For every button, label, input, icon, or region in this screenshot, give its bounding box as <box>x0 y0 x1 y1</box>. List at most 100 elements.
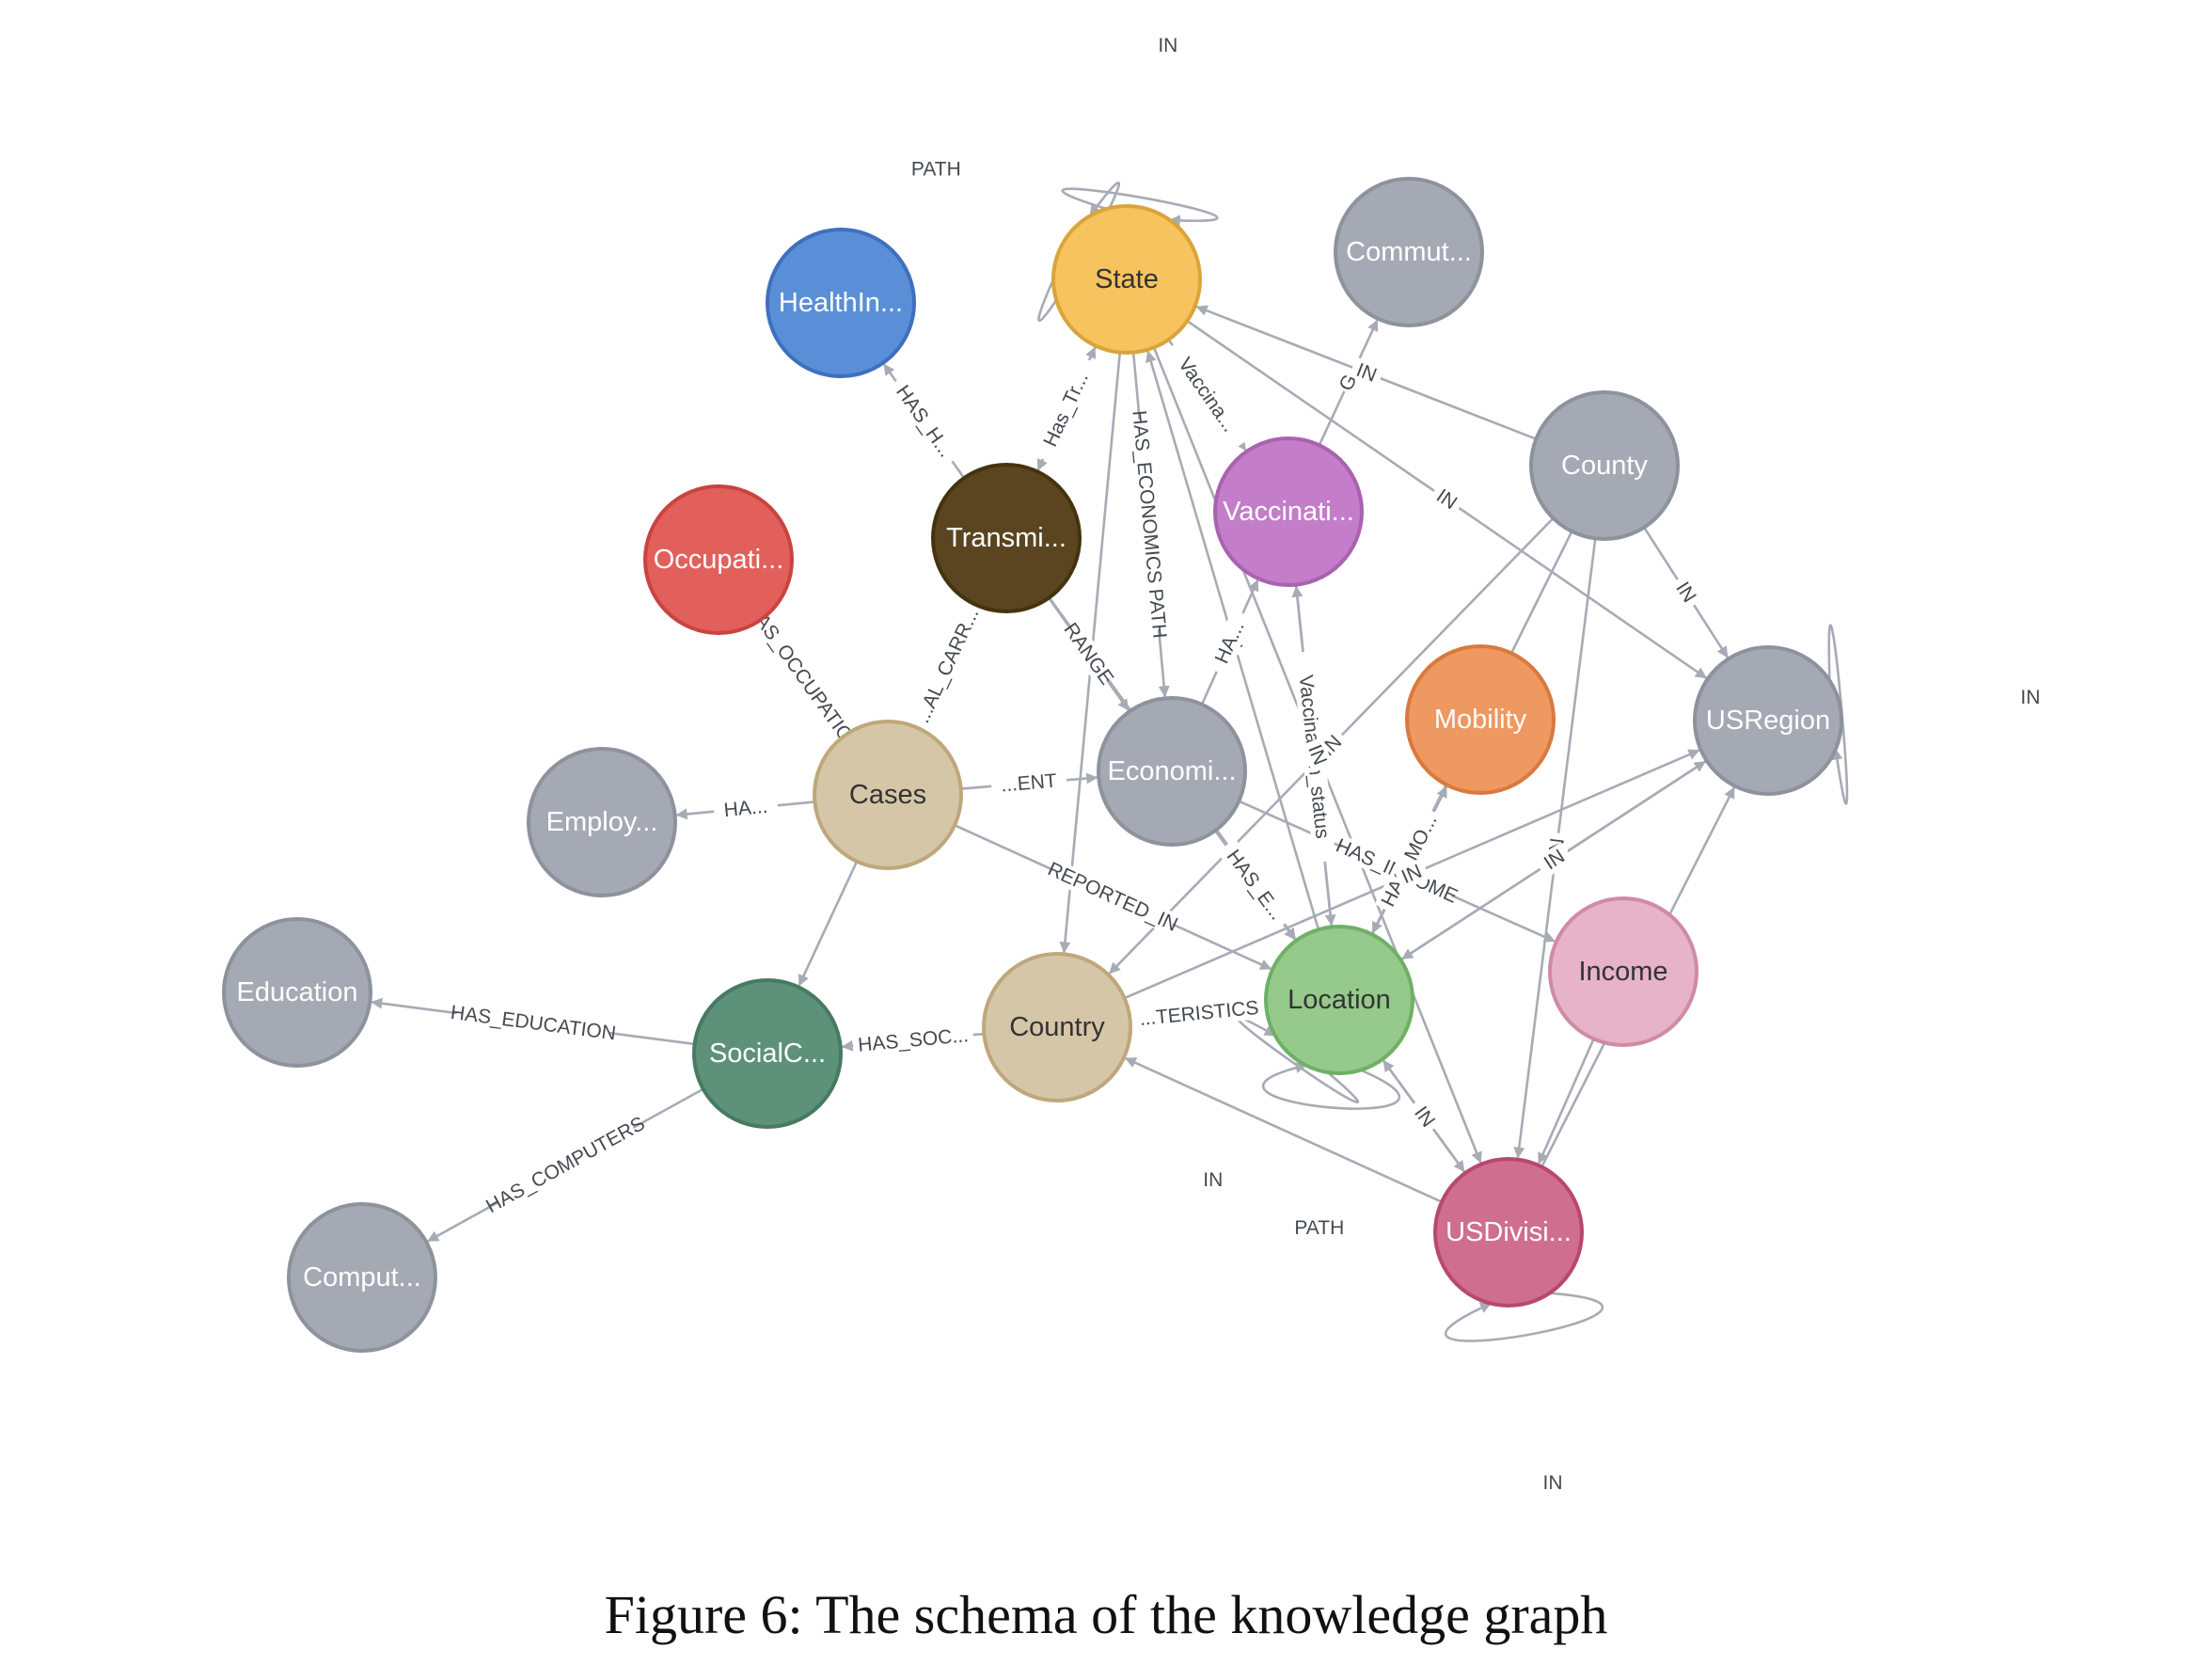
node-circle[interactable] <box>222 917 372 1068</box>
edge-self-loop-location <box>1261 1062 1401 1110</box>
node-label: Commut... <box>1346 237 1472 267</box>
node-circle[interactable] <box>813 720 963 870</box>
node-circle[interactable] <box>766 228 916 378</box>
edge-label-background <box>1033 355 1099 465</box>
edge-label-background <box>1301 737 1334 773</box>
node-circle[interactable] <box>982 952 1132 1102</box>
edge-label-background <box>1428 481 1466 517</box>
node-circle[interactable] <box>287 1202 437 1353</box>
node-income[interactable]: Income <box>1548 896 1698 1047</box>
edge-label-background <box>886 374 962 468</box>
node-occupati[interactable]: Occupati... <box>643 484 794 635</box>
edge-label-group: IN <box>1406 1098 1443 1136</box>
node-circle[interactable] <box>931 463 1082 613</box>
node-label: County <box>1561 451 1648 481</box>
edge-label-background <box>1406 1098 1443 1136</box>
node-state[interactable]: State <box>1051 204 1202 355</box>
node-country[interactable]: Country <box>982 952 1132 1102</box>
node-socialc[interactable]: SocialC... <box>692 978 843 1129</box>
edge-self-loop-state <box>1061 187 1219 227</box>
edge-label-background <box>852 1023 974 1057</box>
figure-caption: Figure 6: The schema of the knowledge gr… <box>604 1584 1608 1645</box>
edge-label-background <box>1535 842 1573 878</box>
node-circle[interactable] <box>1097 696 1247 847</box>
node-mobility[interactable]: Mobility <box>1405 644 1556 795</box>
node-label: Country <box>1009 1012 1105 1042</box>
node-cases[interactable]: Cases <box>813 720 963 870</box>
edge-label: HA... <box>723 796 769 821</box>
node-circle[interactable] <box>1693 645 1843 796</box>
edge-label-group: G <box>1334 369 1363 397</box>
node-label: USDivisi... <box>1446 1217 1572 1247</box>
edge-label-group: HAS_COMPUTERS <box>482 1113 649 1218</box>
edge-label: ...AL_CARR... <box>911 605 983 726</box>
nodes-layer: State HealthIn... Commut... County Transmi..… <box>222 177 1843 1353</box>
edge-label: PATH <box>1294 1217 1344 1239</box>
edge-label-group: HAS_EDUCATION <box>450 1002 617 1045</box>
edge-label-group: Has_Tr... <box>1033 355 1099 465</box>
edge-label-background <box>1206 608 1254 676</box>
node-label: Location <box>1288 985 1391 1015</box>
edge-label-group: HAS_H... <box>886 374 962 468</box>
knowledge-graph-diagram: IN PATH HAS_H... Has_Tr... HAS_ECONOMICS PAT… <box>222 35 2040 1494</box>
node-circle[interactable] <box>1548 896 1698 1047</box>
node-label: Economi... <box>1108 756 1237 786</box>
edge-label-group: HAS_E... <box>1216 838 1293 931</box>
edge-label-background <box>1374 806 1445 915</box>
edge-label-group: HAS_ECONOMICS PATH <box>1128 409 1171 639</box>
node-healthin[interactable]: HealthIn... <box>766 228 916 378</box>
edge-label-group: IN <box>1301 737 1334 773</box>
node-circle[interactable] <box>1433 1157 1584 1308</box>
edge-label-group: ...ENT <box>990 769 1067 798</box>
edge-label-group: IN <box>1428 481 1466 517</box>
edge-label: IN <box>1543 1472 1563 1494</box>
node-circle[interactable] <box>1213 436 1364 587</box>
edge-label-background <box>1060 621 1116 687</box>
node-economi[interactable]: Economi... <box>1097 696 1247 847</box>
edge-label: HAS_EDUCATION <box>450 1002 617 1045</box>
node-label: HealthIn... <box>779 288 903 318</box>
node-county[interactable]: County <box>1529 390 1680 541</box>
node-label: USRegion <box>1706 706 1830 736</box>
edge-label-background <box>1216 838 1293 931</box>
node-vaccinati[interactable]: Vaccinati... <box>1213 436 1364 587</box>
node-commut[interactable]: Commut... <box>1334 177 1484 327</box>
edge-label-group: HA... <box>1206 608 1254 676</box>
edge-label: ...TERISTICS <box>1139 997 1260 1030</box>
node-circle[interactable] <box>1405 644 1556 795</box>
edge-label: HAS_E... <box>1223 846 1288 924</box>
edge-label-background <box>1128 418 1171 631</box>
node-label: Vaccinati... <box>1223 497 1354 527</box>
edge-label-background <box>492 1118 639 1213</box>
edge-label-group: HA... <box>713 794 779 823</box>
edge-label-background <box>1163 339 1251 452</box>
node-circle[interactable] <box>1529 390 1680 541</box>
edge-self-loop-usdivisi <box>1444 1292 1604 1342</box>
edge-label-background <box>905 591 990 741</box>
node-transmi[interactable]: Transmi... <box>931 463 1082 613</box>
node-circle[interactable] <box>1334 177 1484 327</box>
node-circle[interactable] <box>643 484 794 635</box>
node-circle[interactable] <box>692 978 843 1129</box>
edge-label: IN <box>1158 35 1177 56</box>
node-label: Occupati... <box>654 545 784 575</box>
node-location[interactable]: Location <box>1264 925 1414 1075</box>
node-usregion[interactable]: USRegion <box>1693 645 1843 796</box>
edge-label: PATH <box>911 159 961 181</box>
node-education[interactable]: Education <box>222 917 372 1068</box>
node-label: Income <box>1578 957 1667 987</box>
node-circle[interactable] <box>1051 204 1202 355</box>
node-usdivisi[interactable]: USDivisi... <box>1433 1157 1584 1308</box>
edge-label-background <box>1667 573 1704 611</box>
node-label: Education <box>237 977 358 1007</box>
edge-label-background <box>1127 995 1272 1032</box>
node-employ[interactable]: Employ... <box>527 747 677 897</box>
node-circle[interactable] <box>527 747 677 897</box>
node-label: Mobility <box>1434 705 1527 735</box>
edge-label: HAS_H... <box>892 381 956 461</box>
node-comput[interactable]: Comput... <box>287 1202 437 1353</box>
node-circle[interactable] <box>1264 925 1414 1075</box>
edge-cases-to-socialc <box>798 861 859 987</box>
edge-label-background <box>455 1002 611 1045</box>
edge-label-background <box>1393 858 1430 891</box>
